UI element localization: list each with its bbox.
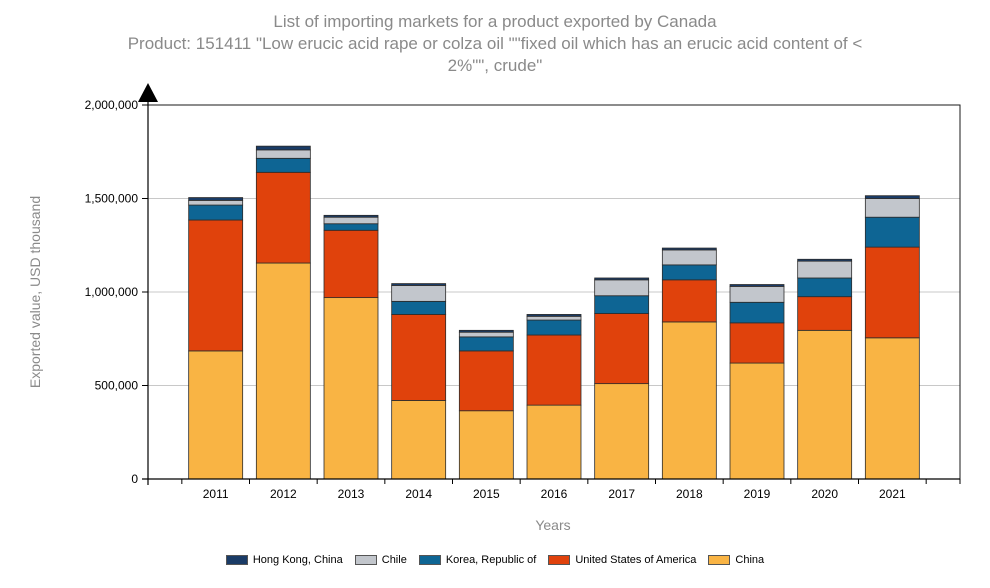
bar-segment [797, 260, 853, 279]
chart-subtitle-line-2: 2%"", crude" [447, 56, 543, 75]
bar-segment [864, 216, 920, 248]
x-tick-label: 2017 [608, 487, 635, 501]
bar-segment [323, 216, 379, 225]
x-tick-label: 2014 [405, 487, 432, 501]
legend-item: Chile [354, 554, 407, 566]
legend-swatch [418, 555, 441, 565]
legend-label: United States of America [575, 554, 697, 566]
bar-segment [526, 404, 582, 480]
legend-item: Korea, Republic of [418, 554, 537, 566]
bar-segment [864, 246, 920, 339]
bar-segment [458, 350, 514, 412]
bar-segment [323, 223, 379, 231]
x-tick-label: 2013 [338, 487, 365, 501]
legend-item: United States of America [548, 554, 696, 566]
bar-segment [661, 279, 717, 323]
bar-segment [391, 300, 447, 315]
bar-segment [864, 337, 920, 480]
bar-segment [729, 362, 785, 480]
bar-segment [797, 296, 853, 331]
bar-segment [729, 284, 785, 287]
bar-segment [729, 322, 785, 364]
bar-segment [255, 145, 311, 151]
bar-segment [864, 195, 920, 199]
legend-swatch [354, 555, 377, 565]
bar-segment [594, 313, 650, 385]
bar-segment [458, 410, 514, 480]
x-tick-label: 2012 [270, 487, 297, 501]
y-tick-label: 0 [131, 472, 138, 486]
bar-segment [526, 314, 582, 317]
x-tick-label: 2021 [879, 487, 906, 501]
bar-segment [188, 350, 244, 480]
bar-segment [188, 219, 244, 352]
bar-segment [526, 334, 582, 406]
bar-segment [864, 198, 920, 218]
y-tick-label: 1,000,000 [85, 285, 139, 299]
chart-subtitle-line-1: Product: 151411 "Low erucic acid rape or… [127, 34, 863, 53]
legend-label: Korea, Republic of [445, 554, 537, 566]
x-tick-label: 2018 [676, 487, 703, 501]
bar-segment [661, 264, 717, 281]
bar-segment [797, 258, 853, 262]
bar-segment [391, 400, 447, 480]
legend-label: Chile [381, 554, 407, 566]
y-axis-arrow [138, 83, 158, 102]
legend-item: Hong Kong, China [225, 554, 343, 566]
y-axis-title: Exported value, USD thousand [27, 196, 43, 388]
bars [188, 145, 920, 480]
bar-segment [797, 277, 853, 298]
legend-swatch [708, 555, 731, 565]
bar-segment [458, 329, 514, 333]
bar-segment [729, 301, 785, 324]
bar-segment [458, 331, 514, 338]
bar-segment [323, 229, 379, 299]
bar-segment [458, 336, 514, 352]
x-tick-labels: 2011 2012 2013 2014 2015 2016 2017 2018 2019 2020… [203, 487, 906, 501]
bar-segment [255, 157, 311, 173]
bar-segment [661, 321, 717, 480]
bar-segment [391, 283, 447, 286]
x-tick-label: 2019 [744, 487, 771, 501]
y-tick-label: 1,500,000 [85, 192, 139, 206]
bar-segment [255, 171, 311, 264]
bar-segment [526, 319, 582, 336]
axes [138, 83, 961, 485]
x-tick-label: 2016 [541, 487, 568, 501]
legend-label: Hong Kong, China [252, 554, 343, 566]
bar-segment [188, 199, 244, 206]
legend: Hong Kong, China Chile Korea, Republic of U… [0, 554, 990, 566]
legend-swatch [225, 555, 248, 565]
chart-title-block: List of importing markets for a product … [0, 11, 990, 77]
bar-segment [323, 297, 379, 480]
legend-swatch [548, 555, 571, 565]
y-tick-labels: 0 500,000 1,000,000 1,500,000 2,000,000 [85, 98, 139, 486]
legend-item: China [708, 554, 764, 566]
bar-segment [188, 204, 244, 221]
bar-segment [594, 295, 650, 314]
bar-segment [255, 149, 311, 159]
x-axis-title: Years [535, 517, 570, 533]
bar-segment [729, 285, 785, 303]
bar-segment [391, 314, 447, 401]
y-tick-label: 500,000 [95, 379, 139, 393]
y-tick-label: 2,000,000 [85, 98, 139, 112]
x-tick-label: 2020 [811, 487, 838, 501]
bar-segment [594, 279, 650, 297]
x-tick-label: 2015 [473, 487, 500, 501]
bar-segment [188, 197, 244, 201]
bar-segment [594, 383, 650, 480]
bar-segment [797, 329, 853, 480]
bar-segment [391, 285, 447, 302]
chart-title: List of importing markets for a product … [273, 12, 717, 31]
bar-segment [661, 249, 717, 266]
legend-label: China [735, 554, 765, 566]
bar-segment [323, 214, 379, 218]
bar-segment [255, 262, 311, 480]
x-tick-label: 2011 [203, 487, 229, 501]
bar-segment [661, 247, 717, 251]
bar-segment [526, 315, 582, 321]
bar-segment [594, 277, 650, 281]
